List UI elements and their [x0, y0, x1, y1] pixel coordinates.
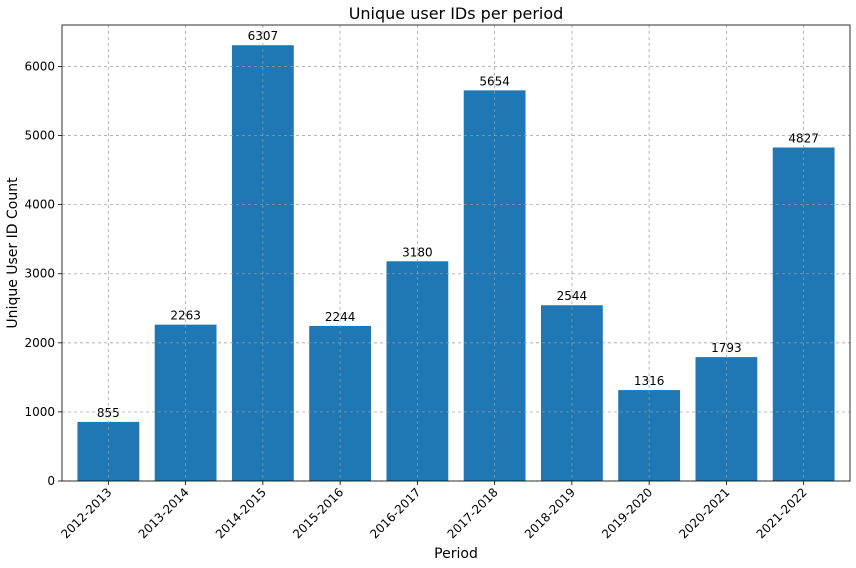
x-tick-label: 2019-2020 [599, 485, 655, 541]
x-tick-label: 2013-2014 [136, 485, 192, 541]
bar-value-label: 6307 [248, 29, 279, 43]
x-tick-label: 2017-2018 [445, 485, 501, 541]
y-tick-label: 4000 [24, 198, 55, 212]
y-tick-label: 0 [47, 474, 55, 488]
plot-frame [61, 24, 851, 482]
x-tick-label: 2015-2016 [290, 485, 346, 541]
x-tick-label: 2016-2017 [367, 485, 423, 541]
x-tick-label: 2021-2022 [754, 485, 810, 541]
y-axis-label: Unique User ID Count [5, 177, 21, 329]
x-tick-label: 2020-2021 [676, 485, 732, 541]
x-tick-label: 2014-2015 [213, 485, 269, 541]
bar [695, 357, 758, 481]
x-tick-label: 2012-2013 [58, 485, 114, 541]
grid-overlay [62, 25, 850, 482]
x-tick-label: 2018-2019 [522, 485, 578, 541]
bar [386, 261, 449, 481]
chart-title: Unique user IDs per period [349, 4, 564, 23]
y-tick-label: 6000 [24, 59, 55, 73]
y-tick-label: 5000 [24, 129, 55, 143]
y-tick-label: 2000 [24, 336, 55, 350]
bar-value-label: 1793 [711, 341, 742, 355]
bar-value-label: 3180 [402, 245, 433, 259]
bar-value-label: 4827 [788, 131, 819, 145]
y-tick-label: 3000 [24, 267, 55, 281]
x-axis-label: Period [434, 546, 478, 562]
y-tick-label: 1000 [24, 405, 55, 419]
bar-value-label: 2244 [325, 310, 356, 324]
bar-value-label: 855 [97, 406, 120, 420]
